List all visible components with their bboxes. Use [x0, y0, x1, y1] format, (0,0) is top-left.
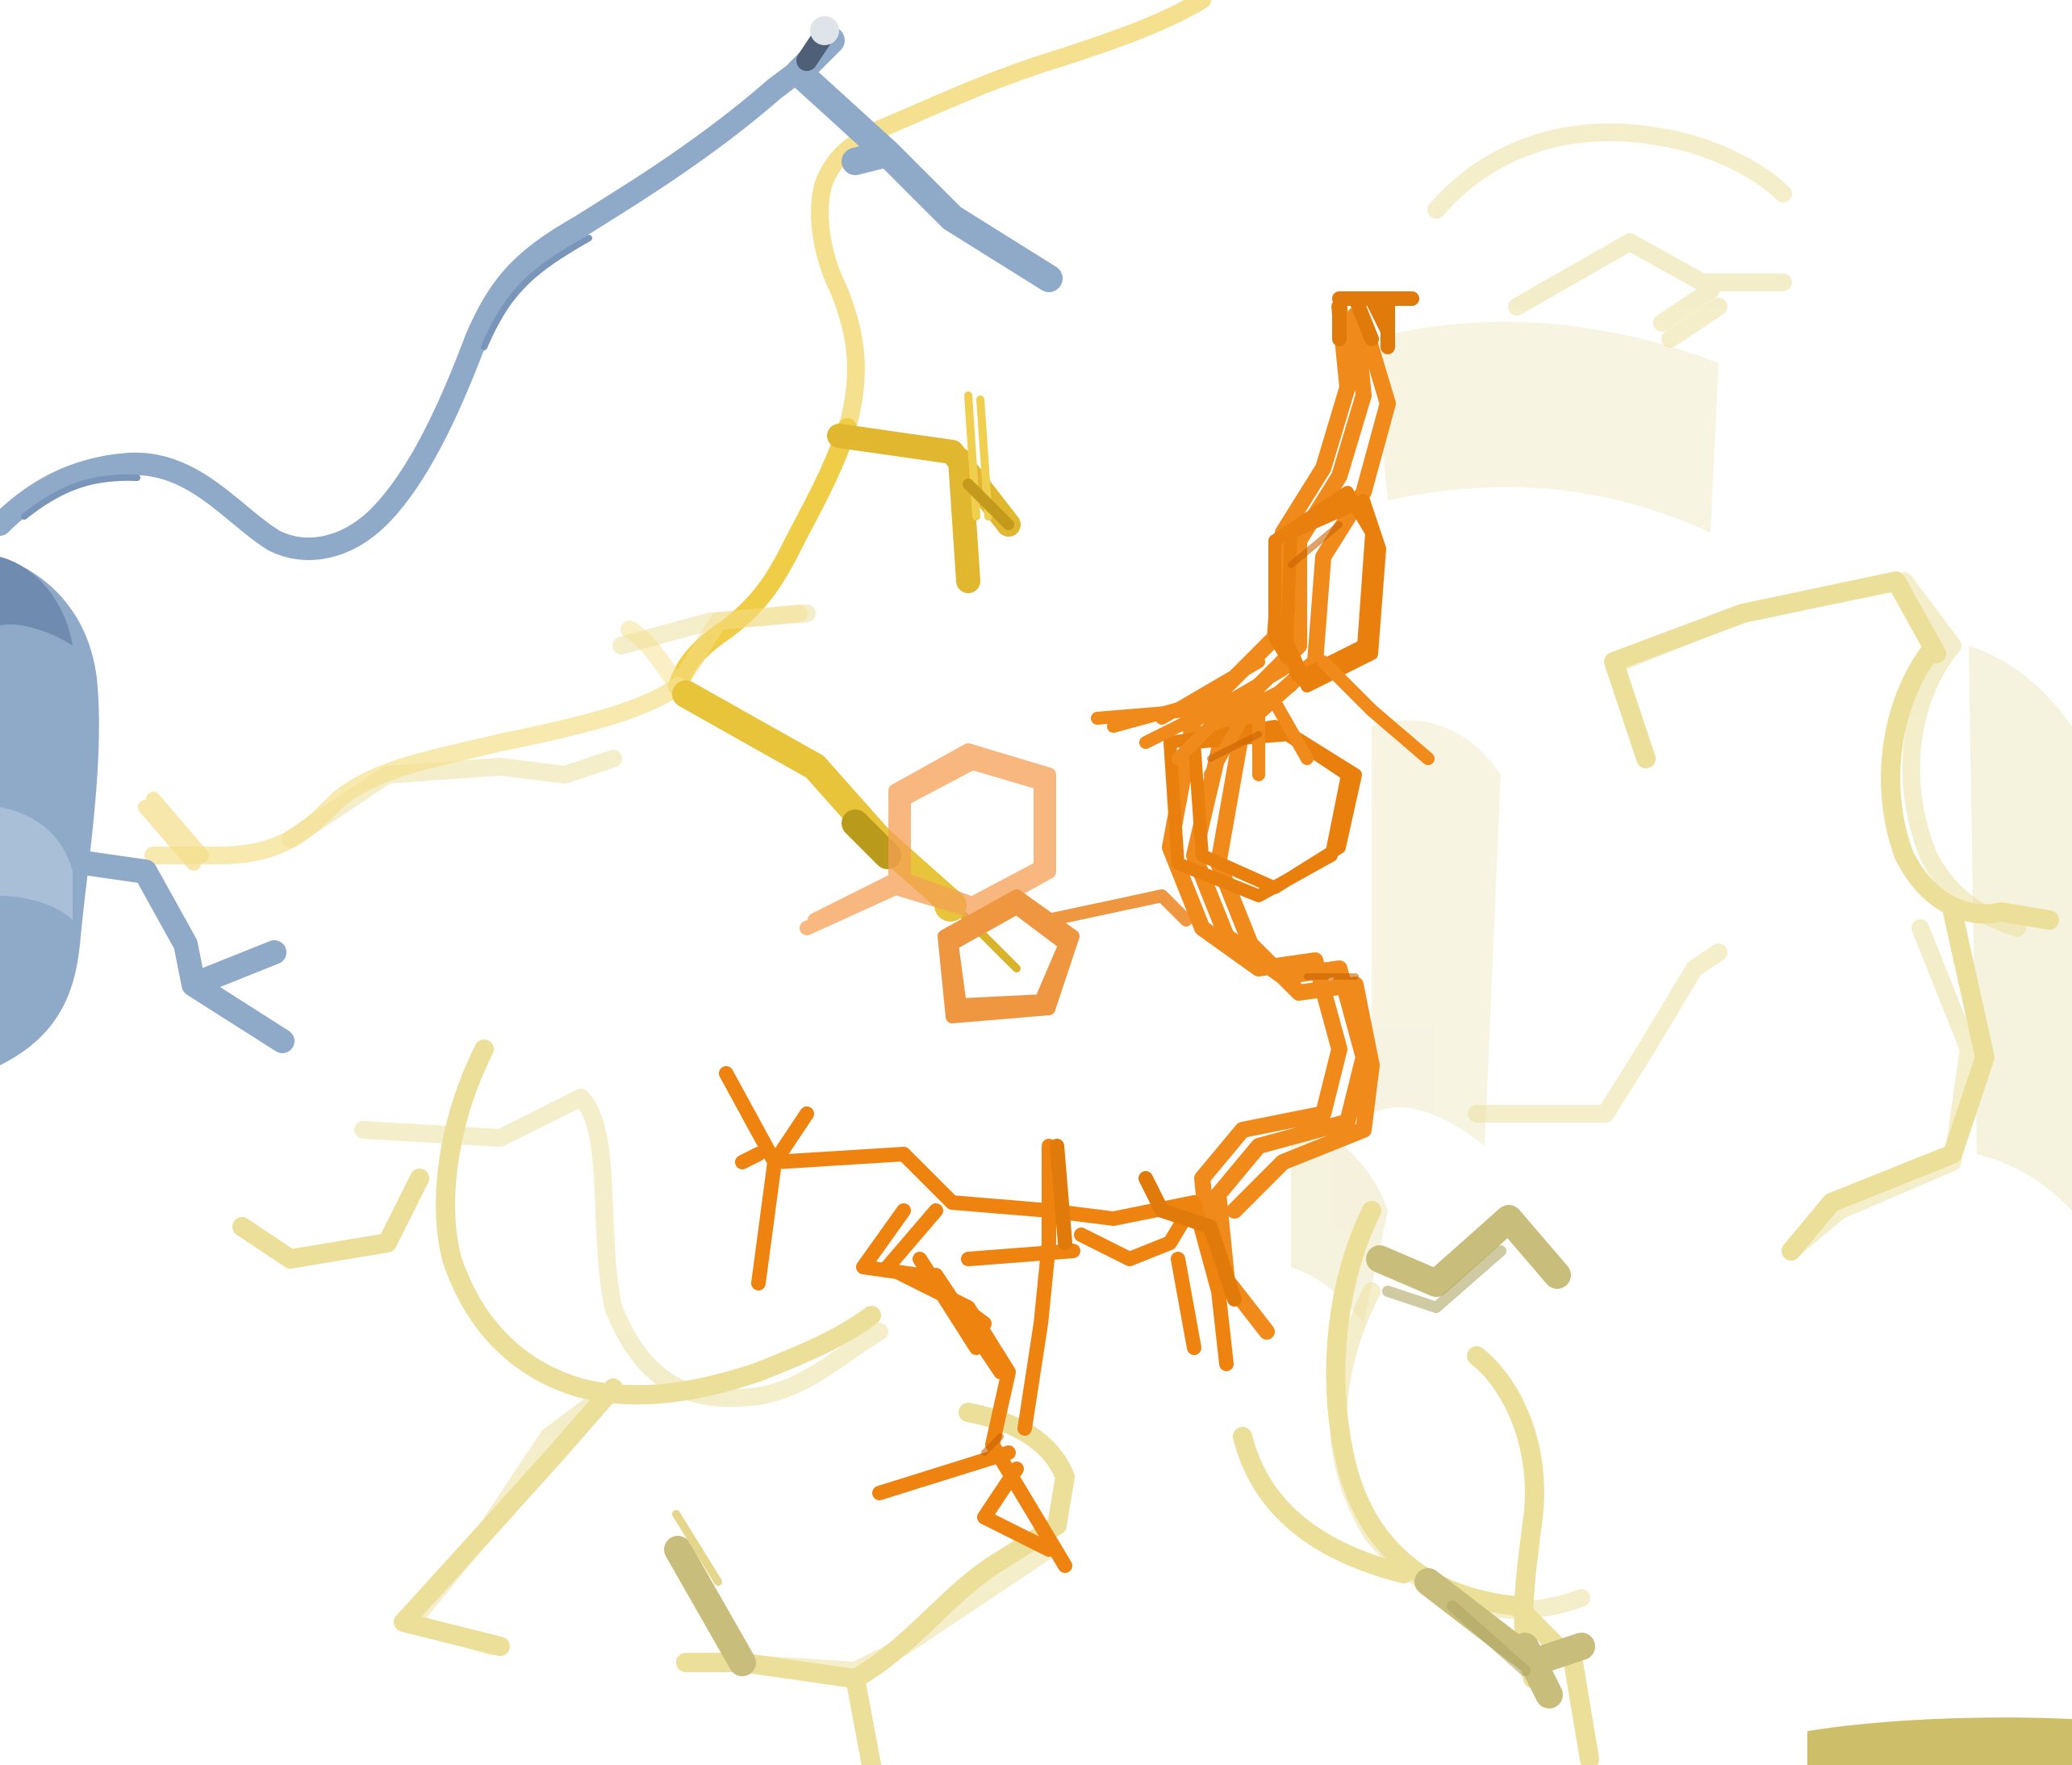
- ligand-faint-tail: [800, 872, 903, 935]
- pale-chain-traces: [282, 123, 2026, 1679]
- ligand-chain-copy-2: [1186, 307, 1372, 1283]
- ligand-ring-faint: [800, 743, 1056, 935]
- blue-sidechain-cap: [810, 16, 839, 45]
- gold-chain: [138, 0, 1211, 871]
- pale-sidechain-upper: [1508, 233, 1792, 348]
- olive-sidechain-shade: [1382, 1245, 1531, 1676]
- ligand-branch-left-t2: [735, 1106, 814, 1169]
- gold-chain-top: [811, 0, 1211, 437]
- ligand-ensemble: [719, 291, 1435, 1573]
- blue-backbone-tube: [0, 53, 818, 560]
- pale-loop-bottom-left: [354, 1089, 888, 1407]
- ligand-chain-copy-3: [1210, 315, 1396, 1219]
- pale-loop-upper: [1427, 123, 1792, 219]
- pale-chain-right-lower: [1782, 902, 1995, 1261]
- ligand-branch-dup: [1050, 1139, 1242, 1307]
- ligand-link-to-ring: [1042, 889, 1193, 926]
- blue-chain: [0, 16, 1063, 1065]
- olive-sidechains: [664, 1205, 1595, 1709]
- pale-loop-left: [436, 1039, 881, 1405]
- blue-helix-highlight: [0, 807, 73, 920]
- ligand-top-tip: [1332, 291, 1419, 354]
- sheet-lower-right-mid: [1291, 1114, 1388, 1324]
- pale-strand-far-right: [1782, 919, 1978, 1260]
- gold-chain-left-sidechain: [138, 792, 209, 871]
- pale-chain-lower-right-loop: [1467, 1346, 1544, 1688]
- pale-chains-foreground: [232, 571, 2059, 1765]
- ligand-shading: [981, 521, 1359, 1456]
- sheet-upper-right: [1372, 321, 1719, 533]
- ligand-ring-faint-b: [896, 755, 1048, 911]
- ligand-ring-upper: [1268, 486, 1386, 692]
- blue-helix-shade: [0, 557, 73, 646]
- ligand-branch-center-2: [872, 1445, 1056, 1557]
- gold-chain-lower-faded: [144, 677, 687, 864]
- pale-sidechain-right-low: [1468, 943, 1727, 1123]
- pale-sidechain-left-b: [394, 1378, 623, 1656]
- ligand-branch-spread: [856, 1203, 1080, 1379]
- background-sheets: [1291, 321, 2072, 1324]
- ligand-branches-mid: [1091, 655, 1435, 781]
- ligand-lower-branches: [719, 1066, 1242, 1573]
- sheet-right-mid: [1372, 720, 1501, 1146]
- gold-diagonal-dark: [842, 809, 901, 869]
- olive-stick-thin-bottom-left: [672, 1510, 722, 1586]
- pale-sidechain-left-a: [232, 1169, 429, 1269]
- ribbon-bottom-right: [1807, 1717, 2072, 1765]
- blue-backbone-shade: [21, 235, 592, 520]
- gold-stick-upper-shade: [963, 479, 1014, 530]
- blue-sidechain-left: [77, 851, 295, 1053]
- pale-chain-center-low: [1233, 1427, 1414, 1583]
- pale-strand-right-upper: [1604, 571, 1946, 768]
- gold-sidechain-upper: [827, 391, 1021, 593]
- gold-diagonal-main: [672, 680, 966, 918]
- pale-loop-right-circle: [1881, 644, 2059, 930]
- ligand-pentagon: [938, 889, 1080, 1023]
- pale-chain-bottom: [676, 1403, 1075, 1765]
- blue-helix-ribbon: [0, 557, 99, 1065]
- olive-stick-bottom-left: [664, 1536, 756, 1676]
- olive-stick-lower-right-a: [1366, 1205, 1571, 1297]
- gold-chain-branch-faded: [620, 604, 808, 695]
